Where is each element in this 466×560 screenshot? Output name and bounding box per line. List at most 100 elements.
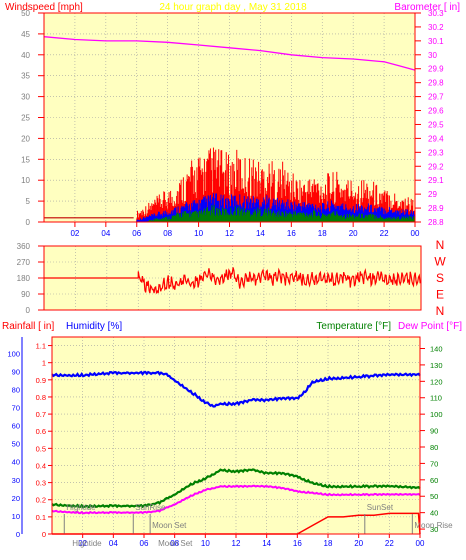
event-label: Hightide bbox=[66, 503, 96, 512]
humidity-ytick-label: 90 bbox=[12, 367, 20, 376]
temp-ytick-label: 80 bbox=[430, 443, 438, 452]
rain-axis-title: Rainfall [ in] bbox=[2, 321, 54, 332]
wind-xtick-label: 16 bbox=[287, 229, 296, 238]
humidity-ytick-label: 50 bbox=[12, 440, 20, 449]
weather-xtick-label: 06 bbox=[140, 539, 149, 548]
wind-xtick-label: 14 bbox=[256, 229, 265, 238]
barometer-ytick-label: 28.8 bbox=[428, 218, 444, 227]
compass-label: N bbox=[436, 238, 445, 252]
barometer-ytick-label: 29 bbox=[428, 190, 437, 199]
humidity-ytick-label: 20 bbox=[12, 494, 20, 503]
rain-ytick-label: 0.9 bbox=[36, 376, 46, 385]
weather-xtick-label: 18 bbox=[324, 539, 333, 548]
barometer-ytick-label: 29.1 bbox=[428, 176, 444, 185]
humidity-ytick-label: 40 bbox=[12, 458, 20, 467]
temp-ytick-label: 120 bbox=[430, 377, 443, 386]
humidity-ytick-label: 70 bbox=[12, 403, 20, 412]
temp-ytick-label: 140 bbox=[430, 344, 443, 353]
temp-ytick-label: 70 bbox=[430, 459, 438, 468]
humidity-ytick-label: 80 bbox=[12, 385, 20, 394]
barometer-line bbox=[43, 36, 416, 71]
rain-ytick-label: 1 bbox=[42, 359, 46, 368]
weather-xtick-label: 16 bbox=[293, 539, 302, 548]
wind-ytick-label: 40 bbox=[21, 51, 30, 60]
wind-ytick-label: 25 bbox=[21, 114, 30, 123]
weather-xtick-label: 20 bbox=[354, 539, 363, 548]
temperature-line bbox=[51, 468, 421, 509]
temp-ytick-label: 30 bbox=[430, 525, 438, 534]
wind-ytick-label: 35 bbox=[21, 72, 30, 81]
wind-xtick-label: 18 bbox=[318, 229, 327, 238]
barometer-ytick-label: 29.2 bbox=[428, 162, 444, 171]
wind-xtick-label: 00 bbox=[411, 229, 420, 238]
wind-xtick-label: 06 bbox=[132, 229, 141, 238]
barometer-ytick-label: 30.3 bbox=[428, 9, 444, 18]
direction-ytick-label: 0 bbox=[26, 306, 31, 315]
rain-ytick-label: 1.1 bbox=[36, 342, 46, 351]
barometer-ytick-label: 30.2 bbox=[428, 23, 444, 32]
dewpoint-axis-title: Dew Point [°F] bbox=[398, 321, 462, 332]
wind-xtick-label: 08 bbox=[163, 229, 172, 238]
compass-label: S bbox=[436, 271, 444, 285]
rain-ytick-label: 0.3 bbox=[36, 479, 46, 488]
wind-ytick-label: 0 bbox=[26, 218, 31, 227]
graph-title: 24 hour graph day , May 31 2018 bbox=[159, 2, 307, 13]
wind-ytick-label: 20 bbox=[21, 134, 30, 143]
wind-xtick-label: 10 bbox=[194, 229, 203, 238]
rain-ytick-label: 0.1 bbox=[36, 513, 46, 522]
temp-ytick-label: 60 bbox=[430, 476, 438, 485]
barometer-ytick-label: 30 bbox=[428, 51, 437, 60]
direction-ytick-label: 270 bbox=[17, 258, 31, 267]
barometer-ytick-label: 29.4 bbox=[428, 134, 444, 143]
humidity-line bbox=[51, 370, 421, 408]
humidity-ytick-label: 60 bbox=[12, 422, 20, 431]
direction-ytick-label: 360 bbox=[17, 242, 31, 251]
compass-label: W bbox=[434, 255, 446, 269]
weather-xtick-label: 12 bbox=[232, 539, 241, 548]
weather-xtick-label: 14 bbox=[262, 539, 271, 548]
rain-ytick-label: 0.6 bbox=[36, 427, 46, 436]
wind-ytick-label: 15 bbox=[21, 155, 30, 164]
event-label: SunRise bbox=[135, 503, 166, 512]
event-label: Moon Set bbox=[152, 521, 187, 530]
direction-frame bbox=[43, 245, 422, 311]
wind-xtick-label: 02 bbox=[70, 229, 79, 238]
temp-ytick-label: 90 bbox=[430, 427, 438, 436]
event-label: SunSet bbox=[367, 503, 394, 512]
dewpoint-line bbox=[51, 484, 421, 515]
humidity-ytick-label: 30 bbox=[12, 476, 20, 485]
wind-ytick-label: 10 bbox=[21, 176, 30, 185]
barometer-ytick-label: 29.7 bbox=[428, 93, 444, 102]
humidity-ytick-label: 10 bbox=[12, 512, 20, 521]
temp-ytick-label: 40 bbox=[430, 509, 438, 518]
direction-ytick-label: 180 bbox=[17, 274, 31, 283]
barometer-ytick-label: 30.1 bbox=[428, 37, 444, 46]
barometer-axis-title: Barometer [ in] bbox=[394, 2, 460, 13]
wind-axis-title: Windspeed [mph] bbox=[5, 2, 83, 13]
direction-line bbox=[44, 267, 421, 295]
barometer-ytick-label: 28.9 bbox=[428, 204, 444, 213]
rain-ytick-label: 0.5 bbox=[36, 444, 46, 453]
humidity-ytick-label: 0 bbox=[16, 530, 20, 539]
wind-ytick-label: 30 bbox=[21, 93, 30, 102]
compass-label: E bbox=[436, 288, 444, 302]
humidity-axis-title: Humidity [%] bbox=[66, 321, 122, 332]
barometer-ytick-label: 29.8 bbox=[428, 79, 444, 88]
weather-xtick-label: 22 bbox=[385, 539, 394, 548]
rainfall-line bbox=[52, 512, 421, 535]
temp-ytick-label: 100 bbox=[430, 410, 443, 419]
wind-xtick-label: 04 bbox=[101, 229, 110, 238]
wind-ytick-label: 5 bbox=[26, 197, 31, 206]
temp-ytick-label: 50 bbox=[430, 492, 438, 501]
bottom-event-label: Hightide bbox=[72, 539, 102, 548]
barometer-ytick-label: 29.9 bbox=[428, 65, 444, 74]
weather-plot-area bbox=[52, 337, 420, 534]
wind-xtick-label: 12 bbox=[225, 229, 234, 238]
rain-ytick-label: 0.8 bbox=[36, 393, 46, 402]
compass-label: N bbox=[436, 304, 445, 318]
wind-ytick-label: 50 bbox=[21, 9, 30, 18]
weather-xtick-label: 08 bbox=[170, 539, 179, 548]
wind-xtick-label: 22 bbox=[380, 229, 389, 238]
